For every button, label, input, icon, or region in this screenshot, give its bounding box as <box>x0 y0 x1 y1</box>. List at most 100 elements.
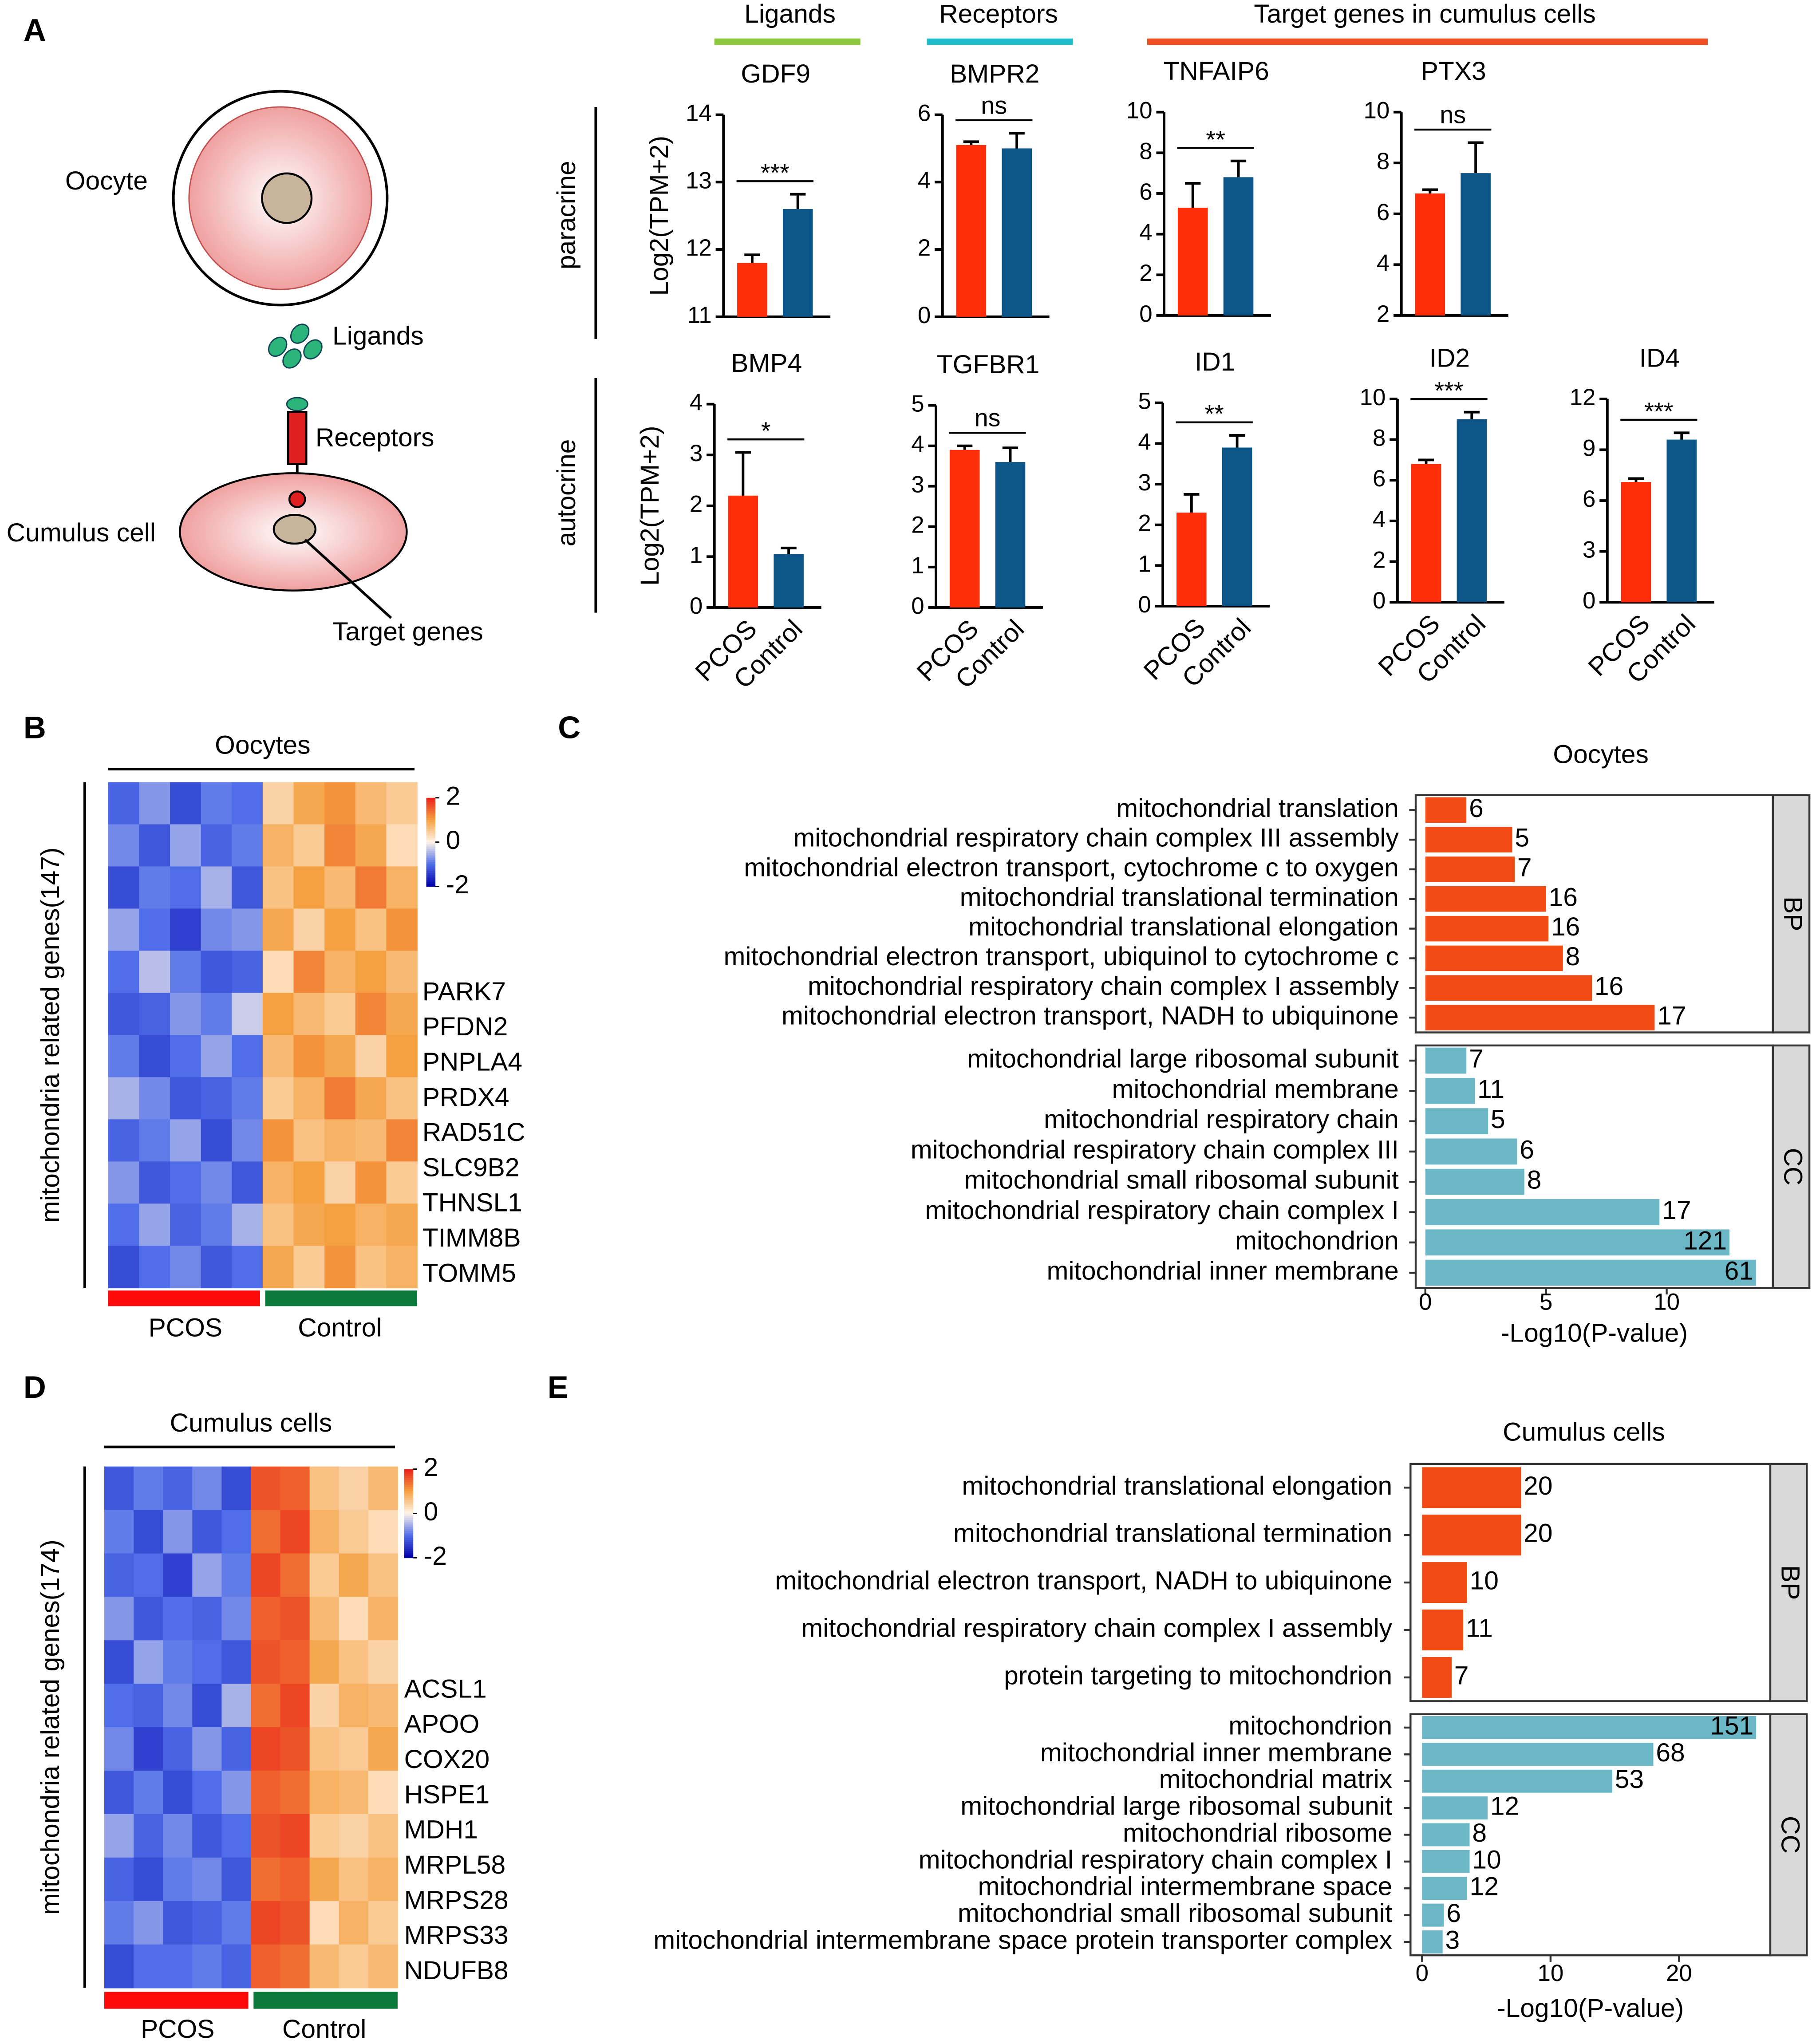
colorbar-step <box>426 815 436 818</box>
heatmap-cell <box>139 866 170 909</box>
heatmap-cell <box>280 1727 310 1771</box>
heatmap-cell <box>108 1246 140 1289</box>
diagram-label: Ligands <box>332 321 424 350</box>
heatmap-cell <box>368 1727 398 1771</box>
bar <box>1422 1850 1470 1873</box>
heatmap-cell <box>108 993 140 1036</box>
heatmap-cell <box>324 1035 356 1078</box>
heatmap-cell <box>386 1119 418 1162</box>
heatmap-cell <box>221 1944 252 1989</box>
heatmap-cell <box>104 1553 134 1598</box>
heatmap-cell <box>201 1077 233 1120</box>
significance: ns <box>975 404 1001 432</box>
heatmap-cell <box>192 1944 222 1989</box>
heatmap-cell <box>232 1035 263 1078</box>
diagram-label: Oocyte <box>65 166 148 195</box>
colorbar-step <box>404 1527 414 1530</box>
heatmap-cell <box>262 866 294 909</box>
colorbar-label: 0 <box>446 826 461 855</box>
heatmap-cell <box>170 1077 201 1120</box>
heatmap-cell <box>232 1119 263 1162</box>
heatmap-cell <box>309 1771 340 1815</box>
heatmap-cell <box>163 1684 193 1728</box>
heatmap-cell <box>280 1814 310 1858</box>
y-tick-label: 0 <box>918 302 931 328</box>
bar <box>1425 945 1563 971</box>
colorbar-step <box>426 811 436 814</box>
bar <box>1422 1903 1444 1927</box>
y-tick-label: 5 <box>1138 388 1151 414</box>
heatmap-cell <box>262 1035 294 1078</box>
heatmap-cell <box>339 1857 369 1902</box>
bar <box>1422 1796 1488 1820</box>
diagram-label: Cumulus cell <box>7 518 156 547</box>
category-label: mitochondrial small ribosomal subunit <box>964 1166 1399 1195</box>
heatmap-cell <box>309 1466 340 1511</box>
group-bar <box>253 1992 398 2009</box>
count-label: 16 <box>1549 883 1578 912</box>
y-tick-label: 6 <box>918 100 931 126</box>
colorbar-step <box>404 1524 414 1527</box>
heatmap-cell <box>139 824 170 867</box>
heatmap-cell <box>309 1640 340 1685</box>
chart-title: BMPR2 <box>950 59 1039 88</box>
heatmap-cell <box>139 1161 170 1204</box>
bar <box>1422 1716 1757 1739</box>
count-label: 6 <box>1446 1899 1461 1928</box>
heatmap-cell <box>139 1119 170 1162</box>
count-label: 5 <box>1491 1105 1505 1134</box>
heatmap-cell <box>232 1161 263 1204</box>
category-label: mitochondrial large ribosomal subunit <box>960 1792 1392 1821</box>
heatmap-cell <box>339 1597 369 1641</box>
heatmap-cell <box>232 908 263 951</box>
bar <box>737 263 767 317</box>
heatmap-cell <box>170 1246 201 1289</box>
colorbar-step <box>426 806 436 809</box>
heatmap-cell <box>309 1553 340 1598</box>
colorbar-step <box>404 1531 414 1534</box>
significance: *** <box>1434 376 1463 404</box>
colorbar-step <box>404 1533 414 1536</box>
category-label: mitochondrial membrane <box>1112 1075 1398 1104</box>
chart-title: Oocytes <box>1553 740 1648 769</box>
heatmap-cell <box>262 908 294 951</box>
y-tick-label: 2 <box>1373 547 1386 573</box>
heatmap-cell <box>232 782 263 825</box>
heatmap-cell <box>280 1771 310 1815</box>
colorbar-step <box>404 1504 414 1507</box>
category-label: mitochondrial respiratory chain complex … <box>808 972 1399 1001</box>
gene-label: APOO <box>404 1710 480 1739</box>
bar <box>1621 482 1651 603</box>
category-label: mitochondrial small ribosomal subunit <box>958 1899 1392 1928</box>
y-tick-label: 6 <box>1583 486 1595 512</box>
group-header: Ligands <box>744 0 836 28</box>
bar <box>1002 148 1032 317</box>
colorbar-step <box>404 1476 414 1479</box>
colorbar-step <box>426 855 436 858</box>
heatmap-cell <box>280 1857 310 1902</box>
y-tick-label: 0 <box>911 593 924 619</box>
count-label: 7 <box>1469 1045 1484 1073</box>
chart-title: Cumulus cells <box>1503 1418 1665 1447</box>
facet-strip <box>1769 1713 1808 1957</box>
colorbar-step <box>426 846 436 849</box>
significance: *** <box>1644 397 1673 425</box>
heatmap-cell <box>108 1119 140 1162</box>
heatmap-cell <box>262 1119 294 1162</box>
colorbar-step <box>426 817 436 821</box>
heatmap-cell <box>355 993 387 1036</box>
y-tick-label: 12 <box>1570 384 1596 410</box>
cumulus-nucleus <box>272 514 317 545</box>
colorbar-step <box>426 835 436 838</box>
category-label: mitochondrial inner membrane <box>1040 1738 1392 1767</box>
heatmap-cell <box>293 908 325 951</box>
x-axis-label: -Log10(P-value) <box>1501 1318 1688 1347</box>
gene-label: THNSL1 <box>422 1188 522 1217</box>
count-label: 16 <box>1551 912 1580 941</box>
heatmap-cell <box>280 1510 310 1554</box>
heatmap-cell <box>293 1077 325 1120</box>
bar <box>1425 1229 1729 1256</box>
ligand <box>268 336 288 357</box>
bar <box>1425 915 1549 942</box>
heatmap-cell <box>108 866 140 909</box>
